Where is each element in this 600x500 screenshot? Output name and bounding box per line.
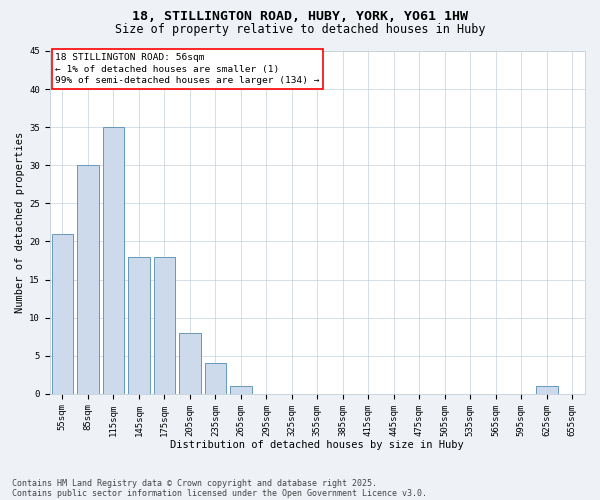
Y-axis label: Number of detached properties: Number of detached properties [15, 132, 25, 313]
Bar [205, 364, 226, 394]
Bar [536, 386, 557, 394]
Bar [52, 234, 73, 394]
Bar [179, 333, 200, 394]
X-axis label: Distribution of detached houses by size in Huby: Distribution of detached houses by size … [170, 440, 464, 450]
Text: Size of property relative to detached houses in Huby: Size of property relative to detached ho… [115, 22, 485, 36]
Bar [103, 127, 124, 394]
Bar [154, 256, 175, 394]
Bar [77, 166, 99, 394]
Bar [128, 256, 150, 394]
Text: 18, STILLINGTON ROAD, HUBY, YORK, YO61 1HW: 18, STILLINGTON ROAD, HUBY, YORK, YO61 1… [132, 10, 468, 23]
Text: Contains public sector information licensed under the Open Government Licence v3: Contains public sector information licen… [12, 488, 427, 498]
Text: 18 STILLINGTON ROAD: 56sqm
← 1% of detached houses are smaller (1)
99% of semi-d: 18 STILLINGTON ROAD: 56sqm ← 1% of detac… [55, 52, 319, 86]
Text: Contains HM Land Registry data © Crown copyright and database right 2025.: Contains HM Land Registry data © Crown c… [12, 478, 377, 488]
Bar [230, 386, 251, 394]
